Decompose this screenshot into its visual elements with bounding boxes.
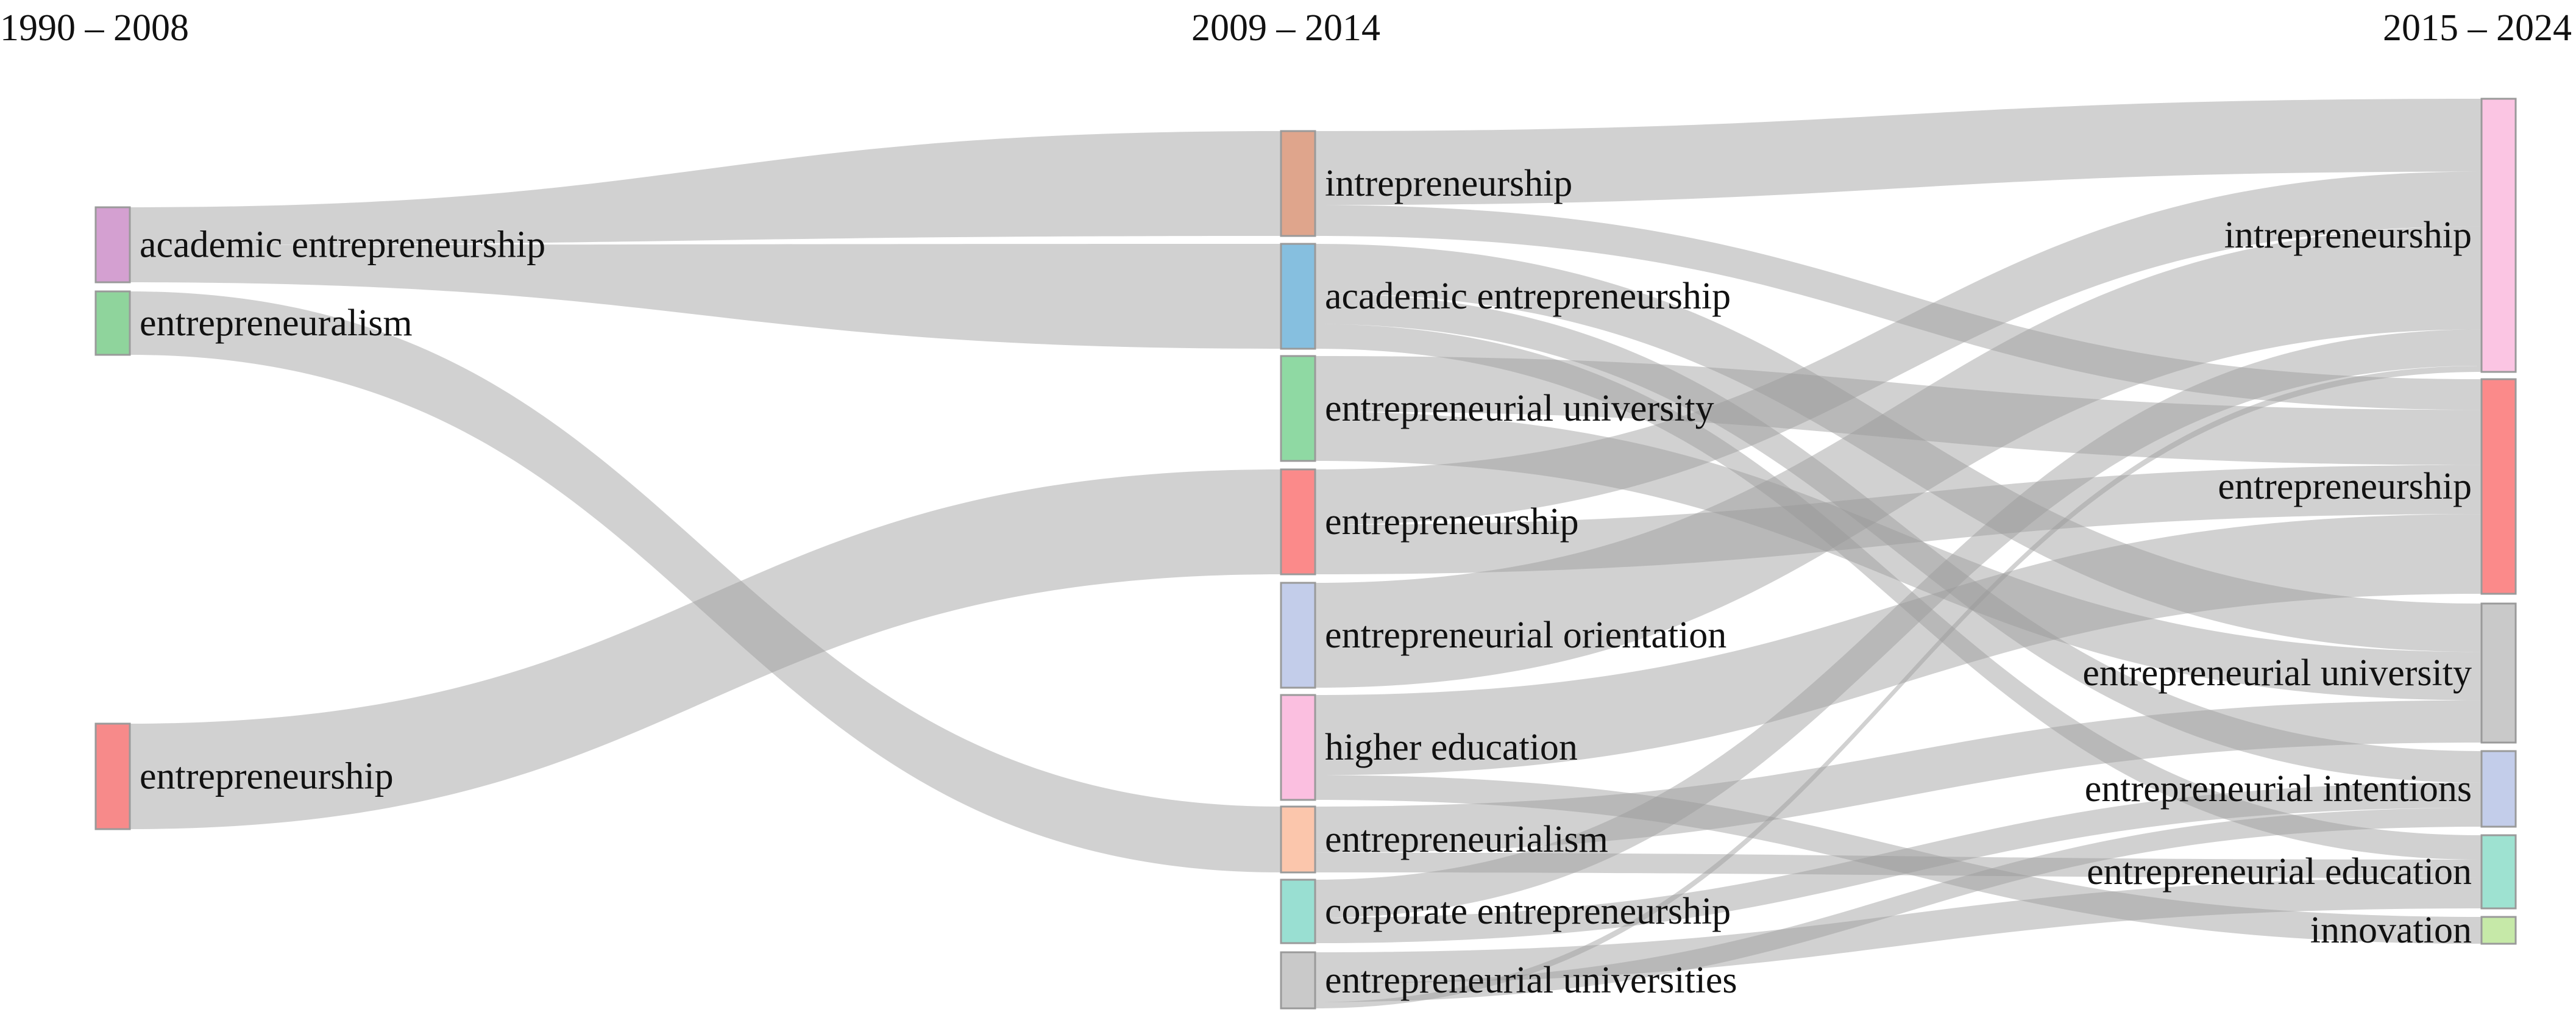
node-p2-ent [1280,468,1316,576]
node-p1-ism [94,290,131,356]
node-p2-academic [1280,243,1316,350]
node-label-p2-academic: academic entrepreneurship [1325,276,1731,317]
flow-link-p2-ent-to-p3-intra [1315,171,2482,526]
node-p3-intent [2480,750,2517,828]
flow-link-p2-ent-to-p3-ent [1315,465,2482,574]
node-label-p3-intra: intrepreneurship [2224,215,2472,256]
flow-link-p1-academic-to-p2-academic [130,244,1281,349]
flow-link-p2-academic-to-p3-intent [1315,293,2482,783]
flow-link-p2-academic-to-p3-uni [1315,244,2482,652]
node-p3-uni [2480,602,2517,744]
node-label-p3-uni: entrepreneurial university [2082,652,2472,694]
node-p2-ialism [1280,805,1316,874]
node-p2-corp [1280,879,1316,944]
node-label-p1-ent: entrepreneurship [140,756,394,797]
node-label-p2-corp: corporate entrepreneurship [1325,891,1731,932]
flow-link-p2-hedu-to-p3-ent [1315,514,2482,775]
node-label-p3-innov: innovation [2310,910,2472,951]
flow-link-p2-ialism-to-p3-uni [1315,700,2482,853]
flow-link-p2-unis-to-p3-edu [1315,878,2482,984]
node-label-p2-uni: entrepreneurial university [1325,388,1714,429]
flow-link-p2-intra-to-p3-intra [1315,99,2482,205]
period-title-2015-2024: 2015 – 2024 [2383,7,2572,49]
node-p2-unis [1280,951,1316,1010]
node-p2-orient [1280,582,1316,689]
flow-link-p2-orient-to-p3-intra [1315,226,2482,688]
node-p3-edu [2480,834,2517,910]
flow-link-p1-ism-to-p2-ialism [130,291,1281,872]
flow-link-p2-uni-to-p3-uni [1315,412,2482,700]
node-label-p3-edu: entrepreneurial education [2087,851,2472,893]
sankey-links [130,99,2482,1008]
flow-link-p2-corp-to-p3-intra [1315,329,2482,918]
flow-link-p2-academic-to-p3-edu [1315,324,2482,860]
period-title-2009-2014: 2009 – 2014 [1191,7,1380,49]
flow-link-p2-unis-to-p3-intra [1315,366,2482,1008]
sankey-nodes: academic entrepreneurship entrepreneurali… [94,98,2517,1010]
node-label-p2-hedu: higher education [1325,727,1578,768]
flow-link-p1-ent-to-p2-ent [130,469,1281,829]
flow-link-p2-hedu-to-p3-innov [1315,775,2482,944]
node-label-p2-intra: intrepreneurship [1325,163,1572,204]
flow-link-p2-unis-to-p3-intent [1315,808,2482,1002]
node-p2-intra [1280,130,1316,237]
node-p1-ent [94,722,131,830]
period-title-1990-2008: 1990 – 2008 [0,7,189,49]
flow-link-p2-corp-to-p3-intent [1315,782,2482,943]
node-label-p2-unis: entrepreneurial universities [1325,960,1737,1001]
node-p3-innov [2480,916,2517,945]
node-p2-uni [1280,355,1316,462]
node-p3-intra [2480,98,2517,373]
period-titles: 1990 – 2008 2009 – 2014 2015 – 2024 [0,7,2572,49]
node-p2-hedu [1280,694,1316,801]
node-label-p3-intent: entrepreneurial intentions [2085,768,2472,810]
node-label-p1-ism: entrepreneuralism [140,302,413,344]
node-label-p2-ent: entrepreneurship [1325,501,1579,543]
node-label-p3-ent: entrepreneurship [2218,466,2472,507]
node-label-p1-academic: academic entrepreneurship [140,224,545,266]
flow-link-p2-ialism-to-p3-edu [1315,852,2482,878]
flow-link-p1-academic-to-p2-intra [130,131,1281,245]
node-label-p2-ialism: entrepreneurialism [1325,819,1608,860]
node-p1-academic [94,206,131,283]
flow-link-p2-intra-to-p3-ent [1315,205,2482,410]
node-label-p2-orient: entrepreneurial orientation [1325,615,1726,656]
flow-link-p2-uni-to-p3-ent [1315,356,2482,465]
node-p3-ent [2480,378,2517,595]
